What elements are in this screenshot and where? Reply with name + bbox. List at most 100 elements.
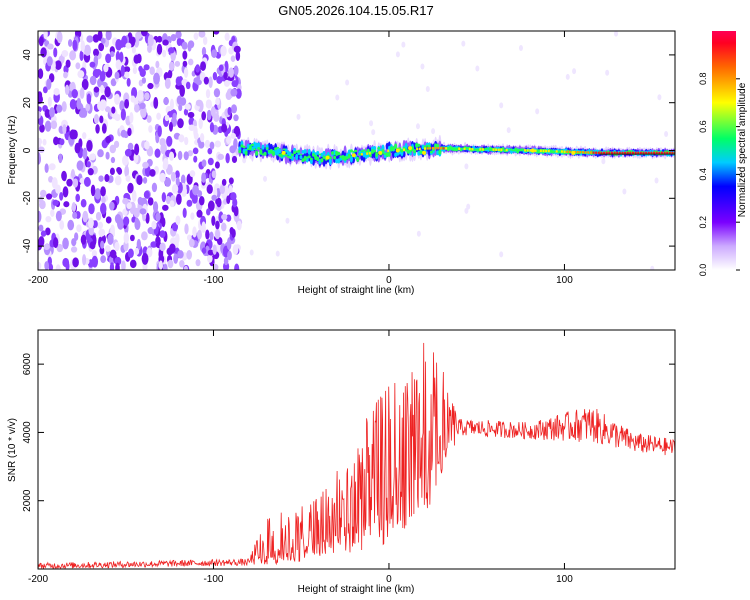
track-core xyxy=(634,151,637,155)
noise-blob xyxy=(151,182,158,193)
noise-blob xyxy=(187,150,193,157)
noise-blob xyxy=(181,41,188,50)
track-core xyxy=(431,146,434,150)
noise-blob xyxy=(44,163,49,173)
noise-blob xyxy=(82,210,89,223)
noise-blob xyxy=(125,175,131,182)
noise-blob xyxy=(193,32,199,41)
noise-blob xyxy=(63,71,68,79)
noise-blob xyxy=(132,66,138,75)
y-tick-label: -20 xyxy=(22,191,33,206)
noise-blob xyxy=(230,55,236,62)
noise-blob xyxy=(39,189,47,198)
noise-blob xyxy=(42,138,47,146)
track-peak xyxy=(395,148,400,153)
track-segment xyxy=(295,153,299,161)
noise-blob xyxy=(230,132,236,140)
track-segment xyxy=(509,148,513,151)
track-core xyxy=(666,151,669,155)
noise-blob xyxy=(38,94,43,104)
noise-blob xyxy=(44,261,49,270)
noise-blob xyxy=(207,249,214,256)
noise-blob xyxy=(95,211,102,221)
noise-blob xyxy=(223,257,229,266)
noise-blob xyxy=(72,39,78,51)
noise-blob xyxy=(249,249,254,256)
noise-blob xyxy=(124,165,130,178)
track-segment xyxy=(429,150,433,154)
noise-blob xyxy=(209,122,215,133)
noise-blob xyxy=(192,184,200,196)
track-segment xyxy=(278,148,282,154)
track-core xyxy=(416,147,419,151)
y-tick-label: 6000 xyxy=(22,353,33,376)
noise-blob xyxy=(48,163,56,171)
noise-blob xyxy=(420,63,425,70)
noise-blob xyxy=(105,53,112,64)
noise-blob xyxy=(69,50,77,61)
noise-blob xyxy=(167,47,175,54)
noise-blob xyxy=(86,93,92,105)
track-peak xyxy=(325,155,330,160)
track-segment xyxy=(400,149,404,153)
track-segment xyxy=(307,155,311,159)
noise-blob xyxy=(99,246,105,255)
noise-blob xyxy=(230,104,238,114)
noise-blob xyxy=(38,224,44,232)
noise-blob xyxy=(184,103,191,110)
track-peak xyxy=(408,146,413,151)
noise-blob xyxy=(44,109,51,118)
noise-blob xyxy=(90,184,96,197)
noise-blob xyxy=(201,247,207,254)
noise-blob xyxy=(109,167,115,176)
track-core xyxy=(560,150,563,153)
y-tick-label: 40 xyxy=(22,49,33,61)
track-core xyxy=(437,147,440,150)
track-segment xyxy=(373,146,377,151)
track-core xyxy=(481,148,484,151)
noise-blob xyxy=(464,207,469,214)
noise-blob xyxy=(201,172,207,183)
noise-blob xyxy=(200,61,207,71)
noise-blob xyxy=(72,211,78,219)
noise-blob xyxy=(95,124,100,134)
noise-blob xyxy=(159,172,166,183)
noise-blob xyxy=(141,252,149,265)
noise-blob xyxy=(107,233,114,245)
noise-blob xyxy=(162,39,169,46)
noise-blob xyxy=(518,44,523,51)
noise-blob xyxy=(100,202,107,215)
noise-blob xyxy=(186,249,193,260)
noise-blob xyxy=(211,170,217,179)
noise-blob xyxy=(140,106,147,119)
track-core xyxy=(610,151,613,155)
noise-blob xyxy=(156,35,163,43)
track-segment xyxy=(309,157,313,161)
noise-blob xyxy=(202,36,208,45)
track-core xyxy=(492,148,495,151)
noise-blob xyxy=(285,217,290,224)
track-segment xyxy=(276,146,280,149)
noise-blob xyxy=(76,98,82,110)
noise-blob xyxy=(141,77,147,84)
noise-blob xyxy=(123,216,130,226)
noise-blob xyxy=(171,184,179,194)
noise-blob xyxy=(499,102,504,109)
noise-blob xyxy=(105,151,110,160)
track-segment xyxy=(307,148,311,155)
track-segment xyxy=(360,150,364,153)
noise-blob xyxy=(205,229,210,240)
noise-blob xyxy=(195,259,201,267)
noise-blob xyxy=(103,64,109,73)
track-segment xyxy=(404,148,408,152)
track-segment xyxy=(392,146,396,151)
noise-blob xyxy=(104,86,111,98)
track-core xyxy=(458,147,461,151)
noise-blob xyxy=(201,46,207,57)
track-core xyxy=(642,151,645,155)
track-segment xyxy=(343,155,347,161)
y-tick-label: 2000 xyxy=(22,489,33,512)
noise-blob xyxy=(101,196,106,204)
noise-blob xyxy=(76,160,84,171)
